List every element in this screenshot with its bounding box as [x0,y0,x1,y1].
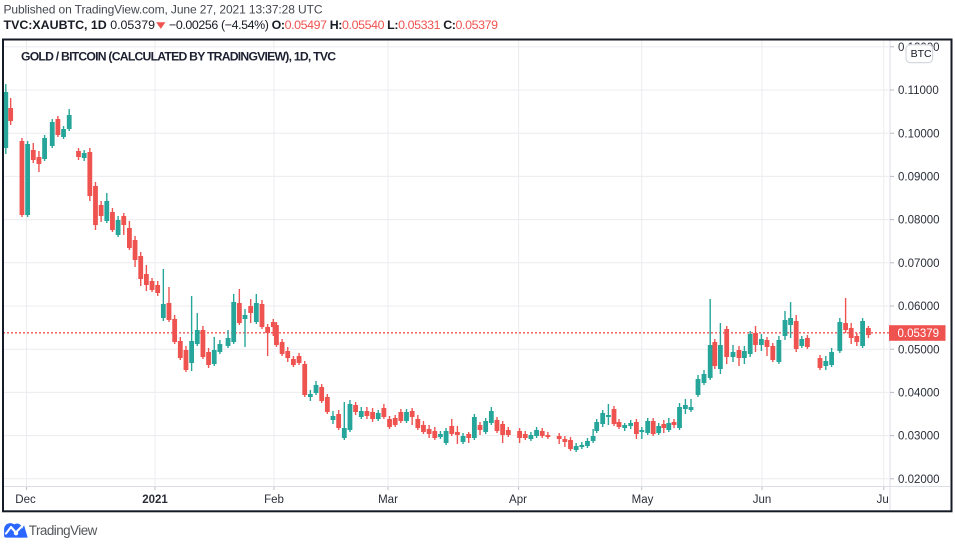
svg-text:0.08000: 0.08000 [898,215,940,227]
svg-text:0.05379: 0.05379 [898,328,940,340]
svg-text:Jul: Jul [877,494,892,506]
svg-text:0.07000: 0.07000 [898,258,940,270]
svg-text:0.09000: 0.09000 [898,172,940,184]
svg-text:Dec: Dec [15,494,36,506]
svg-text:GOLD / BITCOIN (CALCULATED BY: GOLD / BITCOIN (CALCULATED BY TRADINGVIE… [21,50,336,64]
svg-text:0.11000: 0.11000 [898,85,939,97]
svg-text:0.03000: 0.03000 [898,431,940,443]
svg-text:Published on TradingView.com,: Published on TradingView.com, June 27, 2… [4,3,323,17]
svg-text:TVC:XAUBTC, 1D 0.05379: TVC:XAUBTC, 1D 0.05379 [4,18,156,32]
svg-text:0.10000: 0.10000 [898,128,940,140]
svg-text:Jun: Jun [753,494,772,506]
svg-text:Apr: Apr [509,494,527,506]
svg-text:2021: 2021 [142,494,168,506]
svg-text:Feb: Feb [264,494,284,506]
svg-text:May: May [632,494,654,506]
svg-text:0.04000: 0.04000 [898,388,940,400]
svg-text:0.06000: 0.06000 [898,301,940,313]
svg-text:0.02000: 0.02000 [898,474,940,486]
svg-text:Mar: Mar [378,494,398,506]
svg-text:TradingView: TradingView [29,523,98,538]
svg-text:0.05000: 0.05000 [898,344,940,356]
svg-text:BTC: BTC [911,48,932,60]
svg-text:−0.00256 (−4.54%) O:0.05497 H:: −0.00256 (−4.54%) O:0.05497 H:0.05540 L:… [169,18,498,32]
